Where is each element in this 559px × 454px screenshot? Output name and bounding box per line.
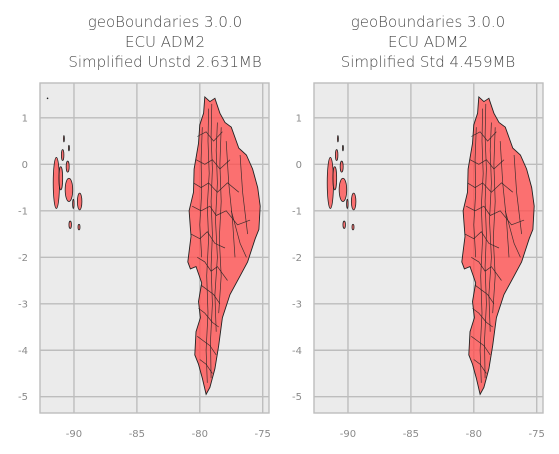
right-title-line-2: ECU ADM2 xyxy=(388,33,468,51)
right-internal-boundary xyxy=(469,159,505,170)
right-panel: -90 -85 -80 -75 1 0 -1 -2 -3 -4 -5 xyxy=(292,82,545,440)
right-y-tick-label: -1 xyxy=(292,206,302,217)
right-island-shape xyxy=(332,166,338,191)
left-internal-boundary xyxy=(195,159,231,170)
left-internal-boundary xyxy=(199,127,203,258)
right-island-shape xyxy=(334,149,339,162)
left-internal-boundary xyxy=(239,154,248,235)
left-internal-boundary xyxy=(225,141,236,258)
left-x-tick-label: -90 xyxy=(66,429,82,440)
right-y-tick-label: 1 xyxy=(296,113,302,124)
right-internal-boundary xyxy=(466,205,525,226)
left-internal-boundary xyxy=(218,127,222,314)
right-x-tick-label: -90 xyxy=(340,429,356,440)
left-internal-boundary xyxy=(214,122,218,332)
right-y-tick-label: -2 xyxy=(292,253,302,264)
right-internal-boundary xyxy=(473,127,477,258)
left-internal-boundary xyxy=(190,231,226,249)
right-island-shape xyxy=(326,156,334,209)
right-island-shape xyxy=(337,135,339,143)
right-internal-boundary xyxy=(464,231,500,249)
right-internal-boundary xyxy=(492,127,496,314)
right-island-shape xyxy=(342,144,344,152)
left-internal-boundary xyxy=(198,308,219,328)
left-y-tick-label: -5 xyxy=(18,392,28,403)
left-island-shape xyxy=(77,223,81,231)
right-island-shape xyxy=(350,192,357,211)
left-x-tick-label: -75 xyxy=(255,429,271,440)
left-title-line-1: geoBoundaries 3.0.0 xyxy=(87,13,243,31)
left-island-shape xyxy=(72,198,75,209)
left-internal-boundary xyxy=(205,108,210,383)
right-mainland-shape xyxy=(461,95,535,396)
right-island-shape xyxy=(339,160,344,173)
left-island-shape xyxy=(68,144,70,152)
left-title-line-3: Simplified Unstd 2.631MB xyxy=(68,53,262,71)
left-island-shape xyxy=(63,135,65,143)
left-y-tick-label: -2 xyxy=(18,253,28,264)
right-internal-boundary xyxy=(473,359,487,374)
right-internal-boundary xyxy=(484,103,487,379)
left-mainland-shape xyxy=(187,95,261,396)
left-internal-boundary xyxy=(199,359,213,374)
left-island-shape xyxy=(68,220,72,229)
left-island-shape xyxy=(65,160,70,173)
right-internal-boundary xyxy=(513,154,522,235)
left-internal-boundary xyxy=(200,284,221,304)
right-internal-boundary xyxy=(472,308,493,328)
left-y-tick-label: -1 xyxy=(18,206,28,217)
left-island-shape xyxy=(64,177,74,202)
right-island-shape xyxy=(346,198,349,209)
left-internal-boundary xyxy=(193,182,240,193)
right-internal-boundary xyxy=(467,182,514,193)
right-internal-boundary xyxy=(499,141,510,258)
left-x-tick-label: -80 xyxy=(192,429,208,440)
left-internal-boundary xyxy=(192,205,251,226)
right-y-tick-label: -3 xyxy=(292,299,302,310)
left-internal-boundary xyxy=(210,103,213,379)
right-x-tick-label: -80 xyxy=(466,429,482,440)
right-island-shape xyxy=(338,177,348,202)
right-internal-boundary xyxy=(474,284,495,304)
left-island-shape xyxy=(52,156,60,209)
right-internal-boundary xyxy=(504,210,521,258)
right-y-tick-label: -4 xyxy=(292,346,302,357)
left-internal-boundary xyxy=(230,210,247,258)
left-stray-point xyxy=(46,97,49,100)
right-plot-border xyxy=(313,82,544,414)
right-x-tick-label: -85 xyxy=(403,429,419,440)
left-y-tick-label: 1 xyxy=(22,113,28,124)
right-y-tick-label: -5 xyxy=(292,392,302,403)
left-x-tick-label: -85 xyxy=(129,429,145,440)
left-y-tick-label: -3 xyxy=(18,299,28,310)
left-panel: -90 -85 -80 -75 1 0 -1 -2 -3 -4 -5 xyxy=(18,82,271,440)
right-internal-boundary xyxy=(488,122,492,332)
left-y-tick-label: -4 xyxy=(18,346,28,357)
right-internal-boundary xyxy=(479,108,484,383)
right-y-tick-label: 0 xyxy=(296,160,302,171)
right-island-shape xyxy=(342,220,346,229)
left-island-shape xyxy=(60,149,65,162)
right-title-line-3: Simplified Std 4.459MB xyxy=(340,53,516,71)
left-island-shape xyxy=(58,166,64,191)
right-title-line-1: geoBoundaries 3.0.0 xyxy=(350,13,506,31)
left-plot-border xyxy=(39,82,270,414)
right-island-shape xyxy=(351,223,355,231)
left-island-shape xyxy=(76,192,83,211)
left-title-line-2: ECU ADM2 xyxy=(125,33,205,51)
left-y-tick-label: 0 xyxy=(22,160,28,171)
right-x-tick-label: -75 xyxy=(529,429,545,440)
